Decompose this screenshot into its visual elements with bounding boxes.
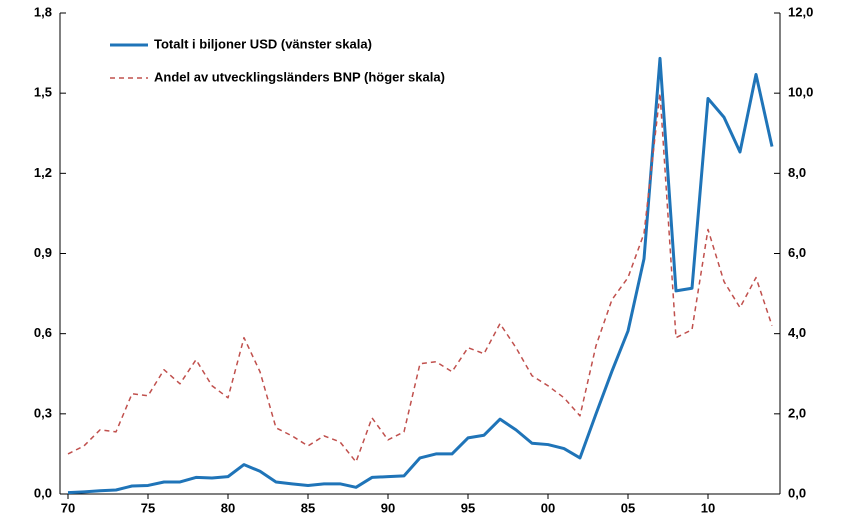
- y2-tick-label: 4,0: [788, 325, 806, 340]
- x-tick-label: 95: [461, 500, 475, 515]
- y-tick-label: 0,9: [34, 245, 52, 260]
- y-tick-label: 0,3: [34, 405, 52, 420]
- legend-label: Andel av utvecklingsländers BNP (höger s…: [154, 69, 445, 84]
- y2-tick-label: 0,0: [788, 485, 806, 500]
- y2-tick-label: 12,0: [788, 4, 813, 19]
- x-tick-label: 10: [701, 500, 715, 515]
- x-tick-label: 85: [301, 500, 315, 515]
- legend-label: Totalt i biljoner USD (vänster skala): [154, 36, 372, 51]
- legend: Totalt i biljoner USD (vänster skala) An…: [110, 36, 445, 84]
- y-tick-label: 1,2: [34, 165, 52, 180]
- y-tick-label: 0,0: [34, 485, 52, 500]
- x-tick-label: 80: [221, 500, 235, 515]
- y-tick-label: 1,8: [34, 4, 52, 19]
- y2-tick-label: 2,0: [788, 405, 806, 420]
- x-tick-label: 70: [61, 500, 75, 515]
- y2-tick-label: 8,0: [788, 165, 806, 180]
- y-tick-label: 0,6: [34, 325, 52, 340]
- series-line: [67, 92, 773, 463]
- series-line: [67, 56, 774, 495]
- y2-tick-label: 6,0: [788, 245, 806, 260]
- x-tick-label: 00: [541, 500, 555, 515]
- x-tick-label: 75: [141, 500, 155, 515]
- x-tick-label: 90: [381, 500, 395, 515]
- y-tick-label: 1,5: [34, 85, 52, 100]
- y2-tick-label: 10,0: [788, 85, 813, 100]
- x-tick-label: 05: [621, 500, 635, 515]
